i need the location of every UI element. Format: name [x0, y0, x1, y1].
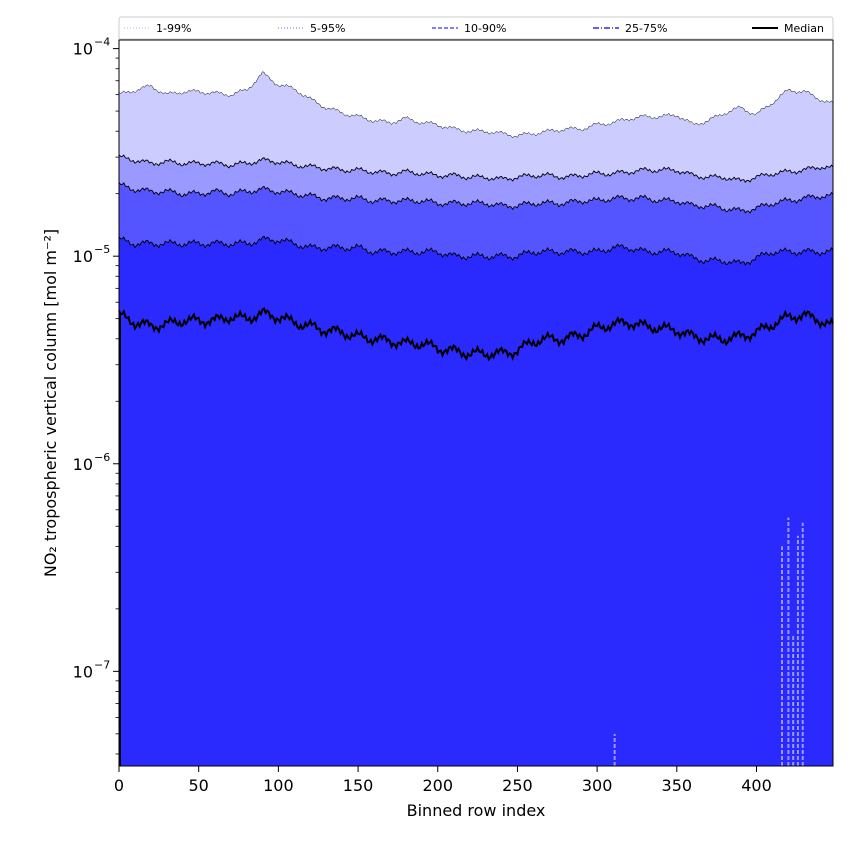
band-edge-10-90% — [118, 182, 834, 214]
series-lines — [118, 71, 834, 766]
x-tick-label: 350 — [662, 776, 693, 795]
plot-frame — [118, 39, 834, 767]
y-tick-exponent: −4 — [94, 36, 110, 49]
y-axis-ticks: 10−710−610−510−4 — [73, 36, 119, 755]
band-edge-5-95% — [118, 154, 834, 183]
y-tick-label: 10 — [73, 662, 93, 681]
x-tick-label: 200 — [422, 776, 453, 795]
legend-label-25-75%: 25-75% — [625, 22, 667, 35]
legend-box — [118, 16, 834, 40]
y-axis-label: NO₂ tropospheric vertical column [mol m⁻… — [41, 229, 60, 577]
median-line — [118, 306, 834, 362]
x-tick-label: 50 — [189, 776, 209, 795]
x-tick-label: 250 — [502, 776, 533, 795]
y-tick-label: 10 — [73, 455, 93, 474]
y-tick-label: 10 — [73, 247, 93, 266]
x-tick-label: 100 — [263, 776, 294, 795]
legend-label-10-90%: 10-90% — [464, 22, 506, 35]
legend: 1-99% 5-95% 10-90% 25-75% Median — [118, 16, 834, 40]
legend-label-1-99%: 1-99% — [156, 22, 191, 35]
x-axis-label: Binned row index — [407, 801, 546, 820]
band-edge-25-75% — [118, 235, 834, 266]
band-25-75% — [119, 236, 833, 767]
legend-label-5-95%: 5-95% — [310, 22, 345, 35]
x-tick-label: 150 — [343, 776, 374, 795]
x-axis-ticks: 0 50 100 150 200 250 300 350 400 — [114, 766, 772, 795]
x-tick-label: 400 — [741, 776, 772, 795]
y-tick-label: 10 — [73, 40, 93, 59]
band-edge-1-99% — [118, 71, 834, 139]
y-tick-exponent: −5 — [94, 243, 110, 256]
x-tick-label: 300 — [582, 776, 613, 795]
y-tick-exponent: −7 — [94, 658, 110, 671]
legend-label-Median: Median — [784, 22, 824, 35]
percentile-bands — [119, 71, 833, 767]
x-tick-label: 0 — [114, 776, 124, 795]
y-tick-exponent: −6 — [94, 451, 110, 464]
spike-lines — [613, 517, 804, 766]
